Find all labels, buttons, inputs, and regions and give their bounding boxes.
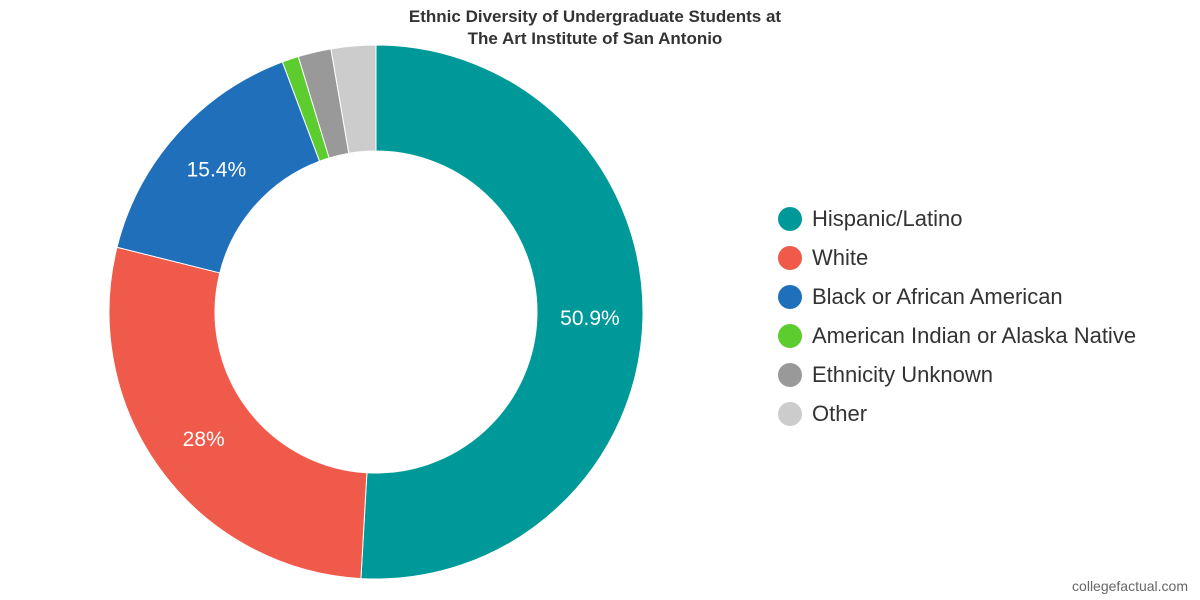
legend-label: Ethnicity Unknown (812, 361, 993, 387)
slice-white (108, 246, 368, 580)
legend-item-ethnicity-unknown: Ethnicity Unknown (778, 355, 1136, 394)
chart-title-line-1: Ethnic Diversity of Undergraduate Studen… (408, 7, 782, 26)
legend-swatch (778, 284, 802, 309)
legend-label: Hispanic/Latino (812, 205, 963, 231)
legend-item-hispanic-latino: Hispanic/Latino (778, 199, 1136, 238)
legend-item-other: Other (778, 394, 1136, 433)
legend-item-american-indian-or-alaska-native: American Indian or Alaska Native (778, 316, 1136, 355)
chart-title: Ethnic Diversity of Undergraduate Studen… (0, 6, 1190, 50)
legend-swatch (778, 206, 802, 231)
legend-label: Other (812, 400, 868, 426)
slice-hispanic-latino (360, 44, 644, 580)
slice-other (330, 44, 377, 154)
slice-label-hispanic-latino: 50.9% (560, 307, 620, 330)
legend-swatch (778, 362, 802, 387)
slice-label-black-or-african-american: 15.4% (187, 158, 247, 181)
legend-label: White (812, 244, 869, 270)
legend-swatch (778, 323, 802, 348)
legend-label: Black or African American (812, 283, 1063, 309)
slice-label-white: 28% (183, 428, 225, 451)
legend-item-white: White (778, 238, 1136, 277)
legend-item-black-or-african-american: Black or African American (778, 277, 1136, 316)
legend-swatch (778, 401, 802, 426)
watermark: collegefactual.com (1072, 578, 1188, 594)
legend-label: American Indian or Alaska Native (812, 322, 1137, 348)
chart-title-line-2: The Art Institute of San Antonio (467, 29, 723, 48)
legend-swatch (778, 245, 802, 270)
chart-legend: Hispanic/Latino White Black or African Ame… (778, 199, 1136, 433)
